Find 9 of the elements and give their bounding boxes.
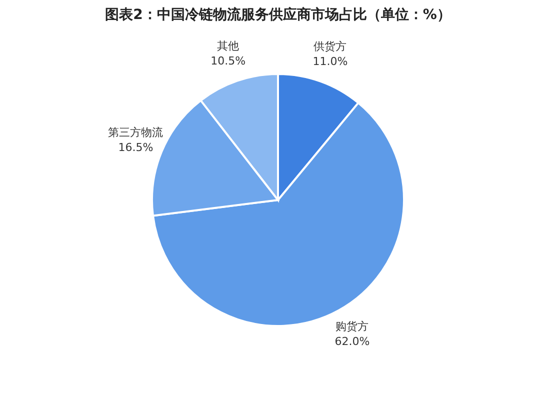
- slice-label: 供货方: [314, 40, 347, 54]
- chart-title: 图表2：中国冷链物流服务供应商市场占比（单位：%）: [105, 6, 451, 23]
- data-label: 11.0%: [312, 55, 348, 68]
- data-label: 10.5%: [210, 54, 246, 68]
- data-label: 62.0%: [334, 334, 370, 348]
- slice-label: 其他: [217, 39, 240, 52]
- slice-label: 第三方物流: [108, 126, 164, 140]
- slice-label: 购货方: [336, 320, 369, 333]
- data-label: 16.5%: [118, 141, 154, 154]
